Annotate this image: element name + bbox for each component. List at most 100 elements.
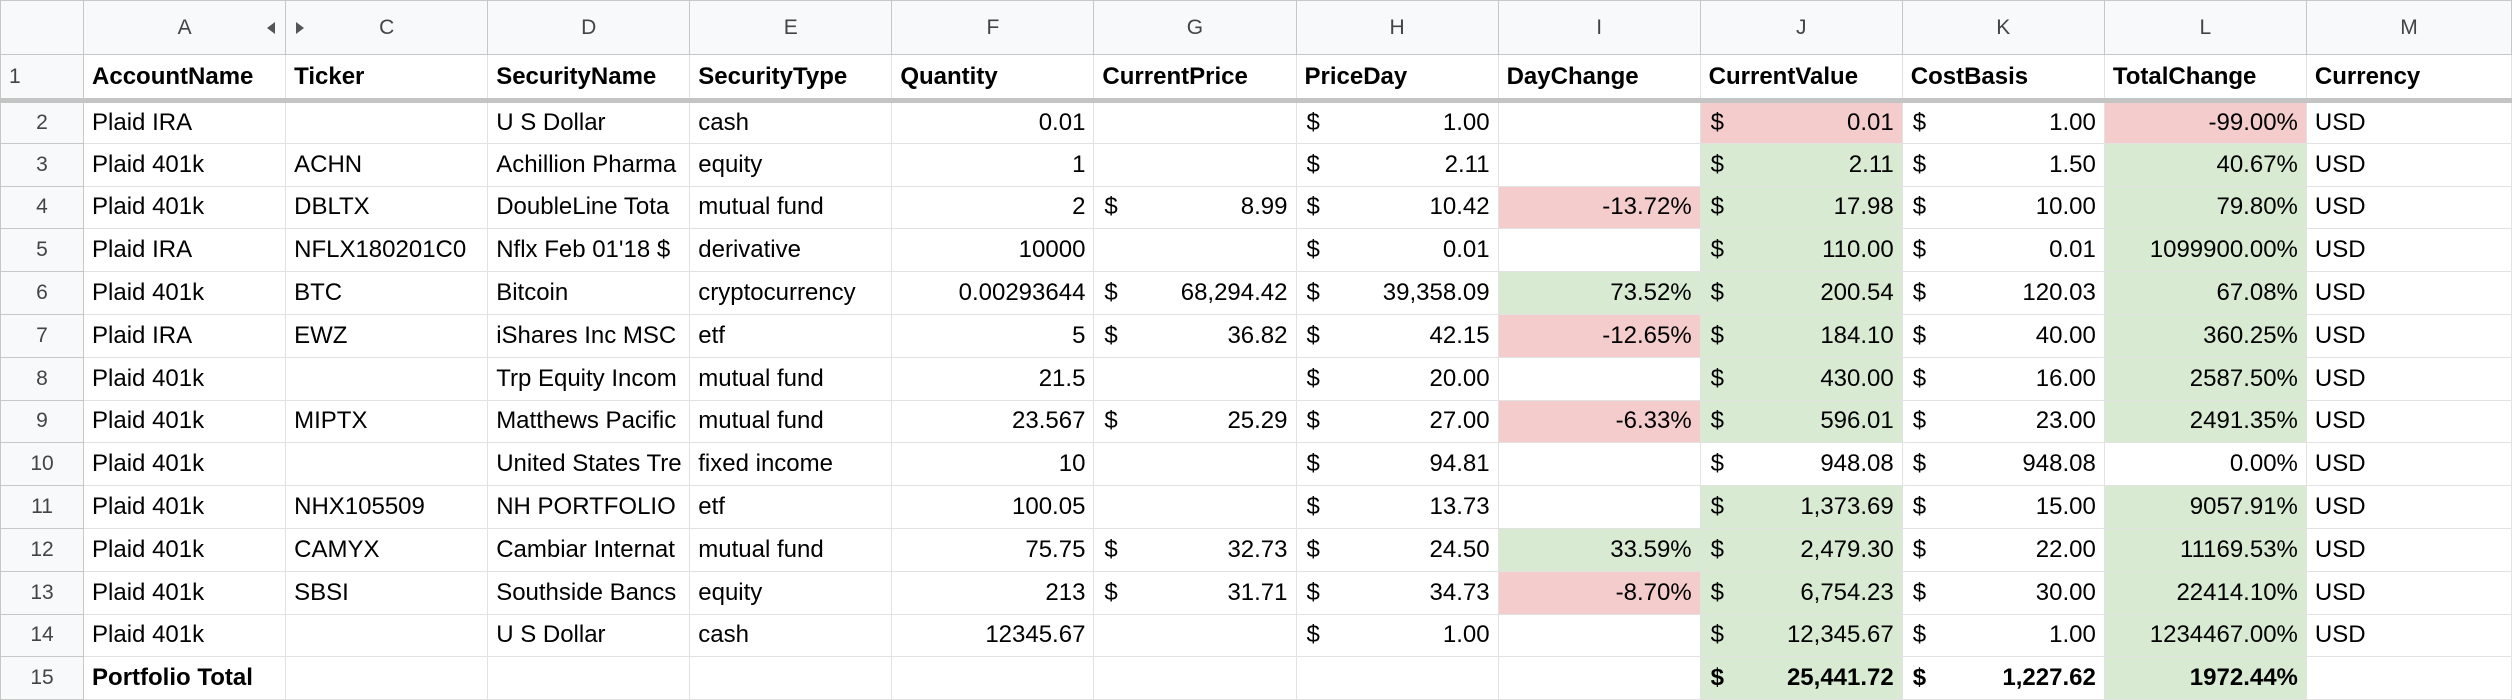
cell: 10: [891, 442, 1095, 487]
currency-symbol: $: [1710, 321, 1725, 349]
cell-value: 1,373.69: [1800, 493, 1894, 521]
cell: $0.01: [1295, 228, 1499, 273]
cell: 10000: [891, 228, 1095, 273]
column-letter[interactable]: I: [1497, 0, 1701, 55]
cell: $31.71: [1093, 570, 1297, 615]
currency-symbol: $: [1104, 578, 1118, 606]
cell: 1099900.00%: [2103, 228, 2307, 273]
row: 8 Plaid 401k Trp Equity Incom mutual fund 21…: [0, 356, 2512, 401]
cell: $12,345.67: [1699, 613, 1903, 658]
currency-symbol: $: [1306, 279, 1320, 307]
cell: 40.67%: [2103, 142, 2307, 187]
column-letter[interactable]: K: [1901, 0, 2105, 55]
cell: equity: [689, 142, 893, 187]
currency-symbol: $: [1306, 321, 1320, 349]
column-letter[interactable]: L: [2103, 0, 2307, 55]
currency-symbol: $: [1710, 578, 1725, 606]
cell-value: 27.00: [1429, 407, 1490, 435]
cell-value: -12.65%: [1602, 321, 1692, 349]
cell: $1.50: [1901, 142, 2105, 187]
currency-symbol: $: [1306, 193, 1320, 221]
cell: USD: [2305, 570, 2512, 615]
column-letter[interactable]: F: [891, 0, 1095, 55]
cell: $17.98: [1699, 185, 1903, 230]
currency-symbol: $: [1104, 321, 1118, 349]
currency-symbol: $: [1306, 150, 1320, 178]
currency-symbol: $: [1912, 236, 1927, 264]
cell: 0.00%: [2103, 442, 2307, 487]
row-number: 10: [0, 442, 85, 487]
cell-value: 1.00: [2049, 621, 2096, 649]
currency-symbol: $: [1306, 407, 1320, 435]
cell: $1.00: [1901, 100, 2105, 144]
column-letter[interactable]: C: [285, 0, 489, 55]
cell: [1497, 485, 1701, 529]
cell-value: 33.59%: [1610, 535, 1692, 563]
row-number: 11: [0, 485, 85, 529]
column-letter[interactable]: A: [83, 0, 287, 55]
cell: 1234467.00%: [2103, 613, 2307, 658]
cell: BTC: [285, 271, 489, 315]
cell: Plaid IRA: [83, 228, 287, 273]
row-number: 14: [0, 613, 85, 658]
cell: [891, 656, 1095, 700]
cell: CurrentPrice: [1093, 54, 1297, 103]
column-letter[interactable]: G: [1093, 0, 1297, 55]
cell-value: -99.00%: [2208, 108, 2298, 136]
cell: $1.00: [1295, 100, 1499, 144]
cell-value: 15.00: [2035, 493, 2096, 521]
cell-value: 6,754.23: [1800, 578, 1894, 606]
cell-value: 596.01: [1820, 407, 1894, 435]
column-letter[interactable]: H: [1295, 0, 1499, 55]
cell: Plaid 401k: [83, 570, 287, 615]
cell: 1972.44%: [2103, 656, 2307, 700]
cell: Bitcoin: [487, 271, 691, 315]
cell: $948.08: [1901, 442, 2105, 487]
cell-value: 73.52%: [1610, 279, 1692, 307]
currency-symbol: $: [1912, 407, 1927, 435]
column-letter[interactable]: M: [2305, 0, 2512, 55]
cell: 360.25%: [2103, 313, 2307, 358]
cell: USD: [2305, 313, 2512, 358]
row-number: 2: [0, 100, 85, 144]
cell-value: 42.15: [1429, 321, 1490, 349]
currency-symbol: $: [1912, 578, 1927, 606]
cell: USD: [2305, 185, 2512, 230]
currency-symbol: $: [1912, 193, 1927, 221]
currency-symbol: $: [1306, 535, 1320, 563]
cell: $32.73: [1093, 527, 1297, 572]
currency-symbol: $: [1710, 279, 1725, 307]
cell: 33.59%: [1497, 527, 1701, 572]
cell: $22.00: [1901, 527, 2105, 572]
cell: $1.00: [1295, 613, 1499, 658]
cell: $24.50: [1295, 527, 1499, 572]
cell-value: 1.00: [2049, 108, 2096, 136]
cell-value: 2.11: [1444, 150, 1490, 178]
cell: USD: [2305, 613, 2512, 658]
cell: Quantity: [891, 54, 1095, 103]
cell: iShares Inc MSC: [487, 313, 691, 358]
cell: Plaid 401k: [83, 527, 287, 572]
cell: 11169.53%: [2103, 527, 2307, 572]
cell: Plaid 401k: [83, 356, 287, 401]
cell: $6,754.23: [1699, 570, 1903, 615]
column-letter[interactable]: E: [689, 0, 893, 55]
column-letter[interactable]: D: [487, 0, 691, 55]
cell-value: 120.03: [2022, 279, 2096, 307]
column-letter[interactable]: J: [1699, 0, 1903, 55]
cell: United States Tre: [487, 442, 691, 487]
cell: etf: [689, 313, 893, 358]
cell-value: 430.00: [1820, 364, 1894, 392]
currency-symbol: $: [1306, 621, 1320, 649]
cell: $0.01: [1699, 100, 1903, 144]
currency-symbol: $: [1912, 150, 1927, 178]
cell: [1497, 100, 1701, 144]
cell: AccountName: [83, 54, 287, 103]
currency-symbol: $: [1912, 321, 1927, 349]
cell: $184.10: [1699, 313, 1903, 358]
cell: $948.08: [1699, 442, 1903, 487]
cell: [1093, 356, 1297, 401]
cell: [1497, 228, 1701, 273]
